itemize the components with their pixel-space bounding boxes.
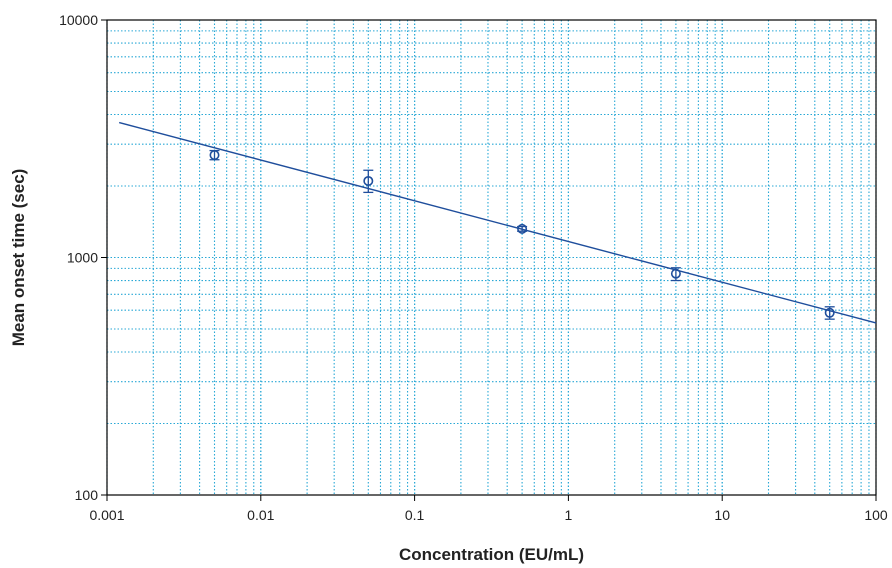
y-tick-label: 1000 [67,250,98,266]
data-point [363,169,374,194]
point-marker [209,150,220,161]
data-points [209,149,835,320]
x-tick-label: 1 [565,507,573,523]
x-tick-label: 0.1 [405,507,425,523]
y-tick-label: 100 [75,487,99,503]
grid-lines [106,19,877,496]
x-tick-label: 100 [864,507,888,523]
point-marker [824,307,835,318]
x-tick-label: 10 [714,507,730,523]
point-marker [670,268,681,279]
x-axis-title: Concentration (EU/mL) [399,545,584,564]
x-tick-label: 0.001 [89,507,124,523]
y-axis-title: Mean onset time (sec) [9,169,28,347]
data-point [670,267,681,282]
point-marker [517,223,528,234]
y-tick-label: 10000 [59,12,98,28]
data-point [209,149,220,161]
data-point [517,223,528,234]
fit-line [118,121,877,324]
data-point [824,306,835,320]
x-tick-label: 0.01 [247,507,274,523]
axis-ticks: 0.001 0.01 0.1 1 10 100 100 1000 10000 [59,12,888,523]
point-marker [363,175,374,186]
plot-area-frame [106,19,877,496]
